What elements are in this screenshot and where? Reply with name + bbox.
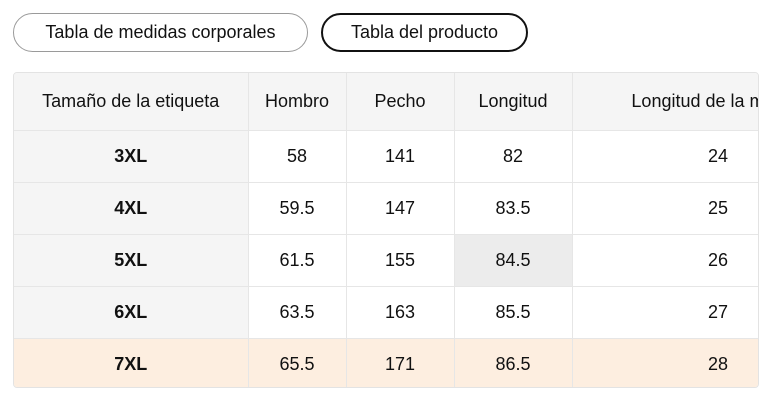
table-cell: 27 bbox=[572, 286, 758, 339]
table-cell: 171 bbox=[346, 338, 455, 387]
header-length: Longitud bbox=[454, 73, 573, 131]
size-cell: 5XL bbox=[14, 234, 249, 287]
size-table: Tamaño de la etiqueta Hombro Pecho Longi… bbox=[14, 73, 758, 387]
table-cell: 61.5 bbox=[248, 234, 347, 287]
table-cell: 141 bbox=[346, 130, 455, 183]
table-cell: 58 bbox=[248, 130, 347, 183]
table-cell: 59.5 bbox=[248, 182, 347, 235]
table-cell: 147 bbox=[346, 182, 455, 235]
table-row-selected[interactable]: 7XL 65.5 171 86.5 28 bbox=[14, 338, 758, 387]
header-shoulder: Hombro bbox=[248, 73, 347, 131]
table-cell: 163 bbox=[346, 286, 455, 339]
header-tag-size: Tamaño de la etiqueta bbox=[14, 73, 249, 131]
tab-body-measurements[interactable]: Tabla de medidas corporales bbox=[13, 13, 308, 52]
table-cell: 86.5 bbox=[454, 338, 573, 387]
size-chart-tabs: Tabla de medidas corporales Tabla del pr… bbox=[13, 13, 528, 52]
table-row[interactable]: 3XL 58 141 82 24 bbox=[14, 130, 758, 183]
size-cell: 3XL bbox=[14, 130, 249, 183]
table-cell: 28 bbox=[572, 338, 758, 387]
header-sleeve-length: Longitud de la manga bbox=[572, 73, 758, 131]
table-cell: 63.5 bbox=[248, 286, 347, 339]
header-chest: Pecho bbox=[346, 73, 455, 131]
table-cell: 83.5 bbox=[454, 182, 573, 235]
table-cell: 24 bbox=[572, 130, 758, 183]
tab-product-chart[interactable]: Tabla del producto bbox=[321, 13, 528, 52]
table-cell: 82 bbox=[454, 130, 573, 183]
table-row[interactable]: 4XL 59.5 147 83.5 25 bbox=[14, 182, 758, 235]
table-row[interactable]: 6XL 63.5 163 85.5 27 bbox=[14, 286, 758, 339]
table-cell: 155 bbox=[346, 234, 455, 287]
size-table-container[interactable]: Tamaño de la etiqueta Hombro Pecho Longi… bbox=[13, 72, 759, 388]
size-cell: 6XL bbox=[14, 286, 249, 339]
table-row[interactable]: 5XL 61.5 155 84.5 26 bbox=[14, 234, 758, 287]
table-cell: 65.5 bbox=[248, 338, 347, 387]
table-cell: 85.5 bbox=[454, 286, 573, 339]
size-cell: 4XL bbox=[14, 182, 249, 235]
size-cell: 7XL bbox=[14, 338, 249, 387]
table-cell: 25 bbox=[572, 182, 758, 235]
table-header-row: Tamaño de la etiqueta Hombro Pecho Longi… bbox=[14, 73, 758, 131]
table-cell: 26 bbox=[572, 234, 758, 287]
table-cell-hovered: 84.5 bbox=[454, 234, 573, 287]
